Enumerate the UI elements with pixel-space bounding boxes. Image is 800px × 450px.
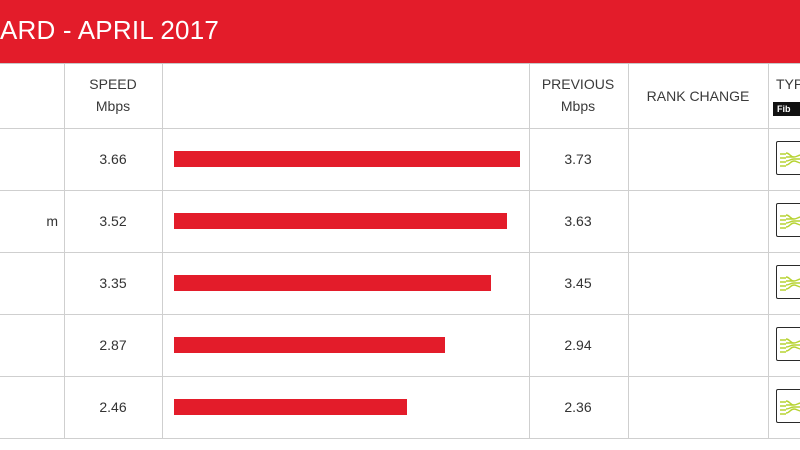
speed-value: 3.66 bbox=[99, 151, 127, 167]
fiber-optic-icon bbox=[776, 389, 800, 423]
isp-name-cell bbox=[0, 376, 60, 438]
column-divider bbox=[628, 64, 629, 438]
type-column-header: TYP bbox=[776, 76, 800, 92]
isp-name-cell bbox=[0, 252, 60, 314]
speed-table: SPEED Mbps PREVIOUS Mbps RANK CHANGE TYP… bbox=[0, 64, 800, 450]
table-row: m 3.52 3.63 bbox=[0, 190, 800, 252]
rank-change-cell bbox=[628, 376, 768, 438]
page-header: ARD - APRIL 2017 bbox=[0, 0, 800, 64]
previous-value: 3.63 bbox=[564, 213, 592, 229]
fiber-optic-icon bbox=[776, 265, 800, 299]
speed-bar-track bbox=[174, 275, 524, 291]
speed-bar bbox=[174, 213, 507, 229]
speed-bar bbox=[174, 151, 520, 167]
row-divider bbox=[0, 314, 800, 315]
speed-header-label: SPEED bbox=[89, 76, 137, 92]
table-row: 2.46 2.36 bbox=[0, 376, 800, 438]
speed-bar bbox=[174, 275, 491, 291]
table-row: 3.66 3.73 bbox=[0, 128, 800, 190]
previous-header-unit: Mbps bbox=[560, 98, 596, 114]
column-divider bbox=[529, 64, 530, 438]
speed-value: 3.35 bbox=[99, 275, 127, 291]
speed-bar-track bbox=[174, 213, 524, 229]
table-row: 3.35 3.45 bbox=[0, 252, 800, 314]
rank-change-cell bbox=[628, 190, 768, 252]
isp-name-cell bbox=[0, 128, 60, 190]
previous-value: 2.94 bbox=[564, 337, 592, 353]
rank-change-cell bbox=[628, 252, 768, 314]
fiber-badge: Fib bbox=[773, 102, 800, 116]
previous-column-header: PREVIOUS Mbps bbox=[529, 73, 627, 117]
row-divider bbox=[0, 128, 800, 129]
isp-name-cell bbox=[0, 314, 60, 376]
previous-value: 2.36 bbox=[564, 399, 592, 415]
speed-header-unit: Mbps bbox=[95, 98, 131, 114]
rank-change-column-header: RANK CHANGE bbox=[646, 88, 750, 104]
rank-change-cell bbox=[628, 128, 768, 190]
speed-bar bbox=[174, 399, 407, 415]
speed-column-header: SPEED Mbps bbox=[64, 73, 162, 117]
page-title: ARD - APRIL 2017 bbox=[0, 15, 220, 45]
rank-change-cell bbox=[628, 314, 768, 376]
column-divider bbox=[768, 64, 769, 438]
speed-bar bbox=[174, 337, 445, 353]
row-divider bbox=[0, 438, 800, 439]
speed-bar-track bbox=[174, 337, 524, 353]
speed-value: 2.46 bbox=[99, 399, 127, 415]
previous-value: 3.73 bbox=[564, 151, 592, 167]
row-divider bbox=[0, 376, 800, 377]
isp-name: m bbox=[46, 213, 58, 229]
previous-header-label: PREVIOUS bbox=[541, 76, 615, 92]
previous-value: 3.45 bbox=[564, 275, 592, 291]
table-row: 2.87 2.94 bbox=[0, 314, 800, 376]
column-divider bbox=[162, 64, 163, 438]
fiber-optic-icon bbox=[776, 327, 800, 361]
row-divider bbox=[0, 190, 800, 191]
row-divider bbox=[0, 252, 800, 253]
speed-value: 2.87 bbox=[99, 337, 127, 353]
speed-bar-track bbox=[174, 151, 524, 167]
fiber-optic-icon bbox=[776, 141, 800, 175]
speed-value: 3.52 bbox=[99, 213, 127, 229]
column-divider bbox=[64, 64, 65, 438]
speed-bar-track bbox=[174, 399, 524, 415]
fiber-optic-icon bbox=[776, 203, 800, 237]
isp-name-cell: m bbox=[0, 190, 60, 252]
